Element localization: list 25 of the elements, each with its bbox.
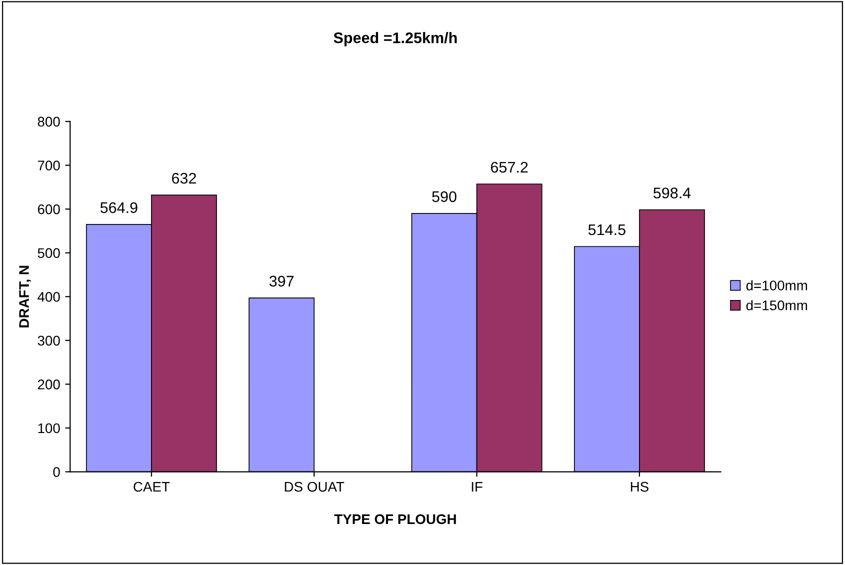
legend-label: d=100mm [746,280,808,290]
y-tick-label: 500 [38,248,60,258]
data-label: 564.9 [100,202,138,214]
x-tick-label: IF [472,482,482,492]
y-tick-label: 300 [38,336,60,346]
y-tick-label: 200 [38,380,60,390]
x-tick-label: CAET [134,482,170,492]
data-label: 397 [269,276,294,287]
data-label: 598.4 [653,188,691,198]
data-label: 590 [432,191,456,202]
y-tick-label: 100 [38,423,60,434]
y-tick-label: 0 [53,467,60,477]
y-tick-label: 700 [38,160,60,170]
data-label: 657.2 [490,162,528,173]
y-tick-label: 600 [38,204,60,214]
x-tick-label: HS [630,482,648,492]
x-tick-label: DS OUAT [284,482,344,492]
legend-label: d=150mm [746,300,808,310]
y-tick-label: 800 [38,116,60,127]
data-label: 632 [172,172,196,184]
y-axis-title: DRAFT, N [19,266,31,328]
data-label: 514.5 [588,224,626,236]
y-tick-label: 400 [38,292,60,302]
x-axis-title: TYPE OF PLOUGH [334,514,456,524]
chart-title: Speed =1.25km/h [334,32,457,46]
